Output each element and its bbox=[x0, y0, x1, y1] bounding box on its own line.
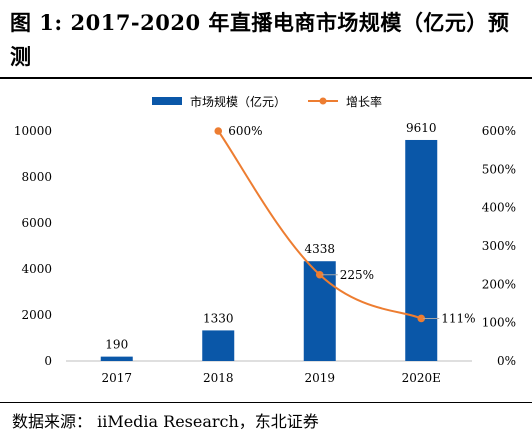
x-tick-label: 2018 bbox=[203, 371, 234, 385]
y-right-tick-label: 600% bbox=[482, 124, 516, 138]
y-right-tick-label: 300% bbox=[482, 239, 516, 253]
bars bbox=[100, 139, 438, 361]
growth-value-label: 225% bbox=[340, 268, 374, 282]
legend: 市场规模（亿元） 增长率 bbox=[152, 94, 382, 109]
legend-line-label: 增长率 bbox=[346, 94, 382, 109]
growth-point bbox=[214, 127, 223, 135]
growth-line-path bbox=[217, 130, 422, 320]
bar bbox=[405, 139, 438, 361]
y-right-tick-label: 100% bbox=[482, 316, 516, 330]
growth-line bbox=[214, 127, 426, 323]
y-right-tick-label: 500% bbox=[482, 162, 516, 176]
bar-value-label: 190 bbox=[105, 338, 128, 352]
bar-value-label: 4338 bbox=[304, 242, 335, 256]
data-labels: 190 1330 4338 9610 600% 225% 111% bbox=[105, 121, 475, 352]
legend-bar-label: 市场规模（亿元） bbox=[190, 94, 286, 109]
y-left-tick-label: 8000 bbox=[21, 170, 52, 184]
y-right-tick-label: 200% bbox=[482, 277, 516, 291]
y-right-tick-label: 0% bbox=[497, 354, 516, 368]
y-left-tick-label: 0 bbox=[44, 354, 52, 368]
bar bbox=[100, 356, 133, 361]
bar-value-label: 1330 bbox=[203, 311, 234, 325]
x-tick-label: 2020E bbox=[402, 371, 441, 385]
bar-value-label: 9610 bbox=[406, 121, 437, 135]
y-left-tick-label: 2000 bbox=[21, 308, 52, 322]
x-tick-label: 2019 bbox=[304, 371, 335, 385]
bar bbox=[202, 330, 235, 361]
x-tick-label: 2017 bbox=[101, 371, 132, 385]
bottom-rule bbox=[0, 402, 532, 403]
y-left-tick-label: 10000 bbox=[14, 124, 52, 138]
legend-line-marker bbox=[319, 97, 327, 105]
top-rule bbox=[0, 77, 532, 79]
figure-title: 图 1: 2017-2020 年直播电商市场规模（亿元）预测 bbox=[10, 10, 510, 69]
axes: 0 2000 4000 6000 8000 10000 0% 100% 200% 300% 400%… bbox=[14, 124, 516, 385]
growth-point bbox=[417, 314, 426, 323]
growth-point bbox=[315, 270, 324, 279]
y-right-tick-label: 400% bbox=[482, 201, 516, 215]
y-left-tick-label: 6000 bbox=[21, 216, 52, 230]
legend-bar-swatch bbox=[152, 97, 182, 105]
source-note: 数据来源： iiMedia Research，东北证券 bbox=[12, 412, 319, 431]
growth-value-label: 111% bbox=[441, 311, 475, 325]
y-left-tick-label: 4000 bbox=[21, 262, 52, 276]
growth-value-label: 600% bbox=[228, 124, 262, 138]
